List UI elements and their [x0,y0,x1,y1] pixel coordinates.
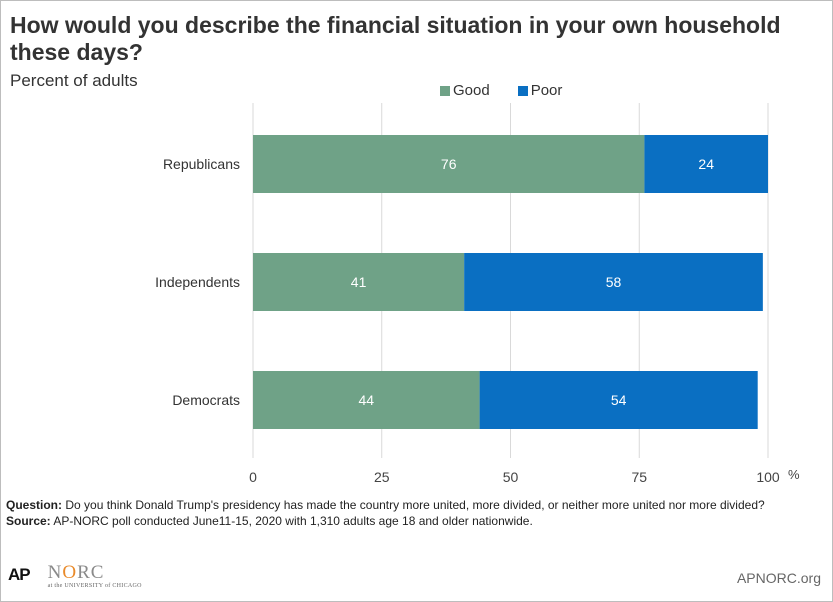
bar-poor [464,253,763,311]
data-label: 58 [606,274,622,290]
ap-logo: AP [8,565,31,584]
data-label: 24 [698,156,714,172]
source-text: AP-NORC poll conducted June11-15, 2020 w… [53,514,533,528]
bar-poor [479,371,758,429]
legend-swatch-good [440,85,450,96]
x-tick-label: 0 [249,469,257,485]
source-note: Source: AP-NORC poll conducted June11-15… [6,514,806,528]
category-label: Democrats [172,392,240,408]
x-axis-unit: % [788,467,800,482]
norc-wordmark: NORC [48,563,142,583]
logos: AP NORC at the UNIVERSITY of CHICAGO [8,563,142,590]
x-tick-label: 50 [503,469,519,485]
bar-good [253,371,480,429]
legend-item-poor: Poor [517,82,563,99]
chart-subtitle: Percent of adults [10,71,138,90]
data-label: 41 [351,274,367,290]
legend-item-good: Good [440,82,490,99]
x-tick-label: 100 [756,469,780,485]
legend: Good Poor [440,82,562,99]
legend-swatch-poor [517,85,528,96]
legend-label-poor: Poor [530,82,563,99]
stacked-bar-chart: 0 25 50 75 100 % Republicans 76 24 Independents 41… [155,103,800,485]
norc-subtitle: at the UNIVERSITY of CHICAGO [47,583,142,589]
legend-label-good: Good [453,82,490,99]
question-note: Question: Do you think Donald Trump's pr… [6,498,806,512]
bar-good [253,253,465,311]
chart-title: How would you describe the financial sit… [10,12,781,65]
norc-letter-o: O [62,562,78,583]
data-label: 54 [611,392,627,408]
category-label: Republicans [163,156,240,172]
footnote: Question: Do you think Donald Trump's pr… [6,498,806,530]
norc-letters-rc: RC [77,562,105,583]
norc-letter-n: N [47,562,63,583]
x-tick-label: 25 [374,469,390,485]
norc-logo: NORC at the UNIVERSITY of CHICAGO [47,563,142,590]
bar-good [253,135,645,193]
x-tick-label: 75 [631,469,647,485]
question-text: Do you think Donald Trump's presidency h… [65,498,765,512]
question-label: Question: [6,498,62,512]
data-label: 76 [441,156,457,172]
data-label: 44 [359,392,375,408]
site-url[interactable]: APNORC.org [736,570,821,586]
category-label: Independents [155,274,240,290]
source-label: Source: [6,514,51,528]
bar-poor [644,135,768,193]
